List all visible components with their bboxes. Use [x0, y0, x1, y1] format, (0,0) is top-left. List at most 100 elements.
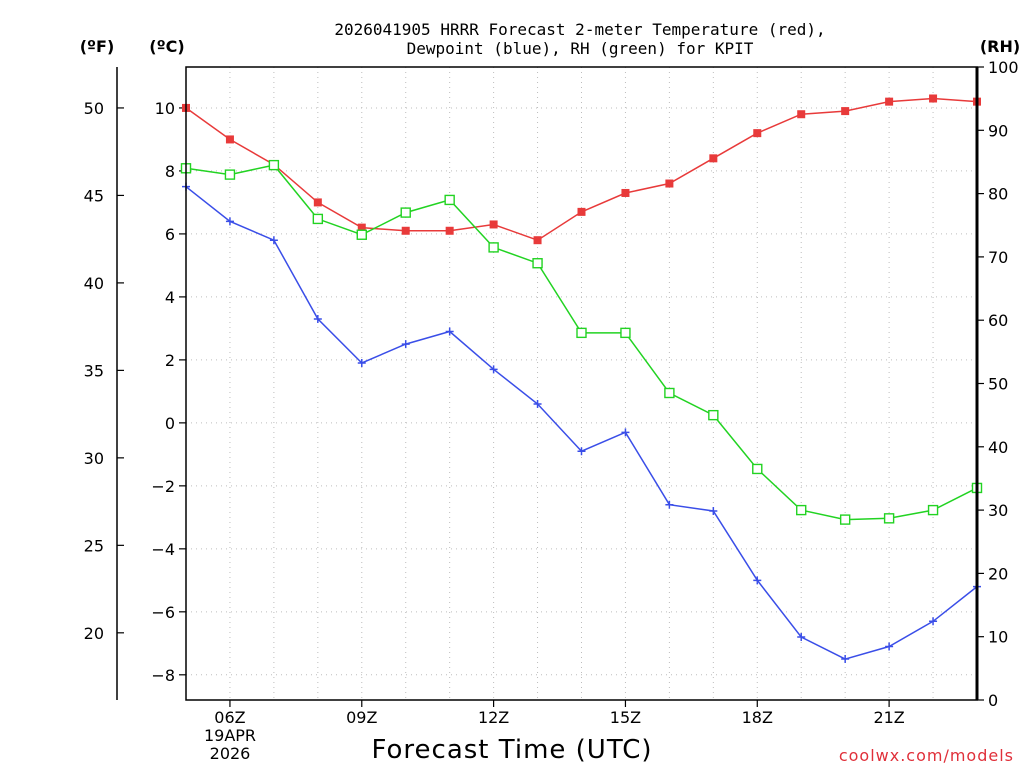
rh-point	[224, 169, 236, 180]
temperature-point	[401, 226, 410, 235]
fahrenheit-axis: 50 45 40 35 30 25 20	[84, 99, 124, 643]
rh-tick-label: 100	[988, 58, 1019, 77]
fahrenheit-tick-label: 45	[84, 186, 104, 205]
celsius-axis: 10 8 6 4 2 0 −2 −4 −6 −8	[151, 99, 186, 685]
chart-title-line1: 2026041905 HRRR Forecast 2-meter Tempera…	[334, 20, 825, 39]
rh-point	[444, 194, 455, 206]
fahrenheit-tick-label: 25	[84, 536, 104, 555]
rh-point	[620, 327, 631, 339]
temperature-point	[885, 97, 894, 106]
rh-point	[312, 213, 324, 225]
rh-point	[752, 463, 763, 475]
rh-point	[883, 513, 895, 524]
dewpoint-point	[929, 617, 938, 626]
temperature-point	[709, 154, 718, 163]
time-axis: 06Z 09Z 12Z 15Z 18Z 21Z	[214, 700, 905, 727]
rh-tick-label: 20	[988, 564, 1008, 583]
time-tick-label: 15Z	[610, 708, 641, 727]
celsius-tick-label: 2	[165, 351, 175, 370]
rh-point	[488, 242, 499, 253]
celsius-tick-label: −2	[151, 477, 175, 496]
celsius-tick-label: 8	[165, 162, 175, 181]
celsius-tick-label: −6	[151, 603, 175, 622]
fahrenheit-tick-label: 30	[84, 449, 104, 468]
dewpoint-point	[489, 365, 498, 374]
rh-tick-label: 0	[988, 691, 998, 710]
temperature-point	[621, 188, 630, 197]
dewpoint-point	[709, 507, 718, 516]
rh-tick-label: 90	[988, 121, 1008, 140]
time-tick-label: 18Z	[742, 708, 773, 727]
celsius-tick-label: 4	[165, 288, 175, 307]
dewpoint-point	[621, 428, 630, 437]
rh-tick-label: 70	[988, 248, 1008, 267]
dewpoint-point	[269, 236, 278, 245]
rh-point	[839, 514, 851, 525]
fahrenheit-unit-label: (ºF)	[80, 37, 115, 56]
dewpoint-point	[533, 399, 542, 408]
rh-tick-label: 40	[988, 438, 1008, 457]
dewpoint-point	[665, 500, 674, 509]
rh-point	[400, 207, 411, 218]
dewpoint-point	[577, 447, 586, 456]
chart-title-line2: Dewpoint (blue), RH (green) for KPIT	[407, 39, 754, 58]
temperature-point	[665, 179, 674, 188]
temperature-point	[929, 94, 938, 103]
x-axis-title: Forecast Time (UTC)	[371, 735, 652, 765]
dewpoint-point	[841, 655, 850, 664]
temperature-point	[357, 223, 366, 232]
celsius-tick-label: 0	[165, 414, 175, 433]
temperature-point	[225, 135, 234, 144]
dewpoint-point	[357, 359, 366, 368]
time-tick-label: 12Z	[478, 708, 509, 727]
temperature-point	[533, 236, 542, 245]
rh-point	[927, 504, 939, 516]
time-tick-label: 09Z	[346, 708, 377, 727]
dewpoint-point	[797, 633, 806, 642]
rh-point	[268, 159, 280, 171]
date-day-label: 19APR	[204, 726, 256, 745]
temperature-point	[313, 198, 322, 207]
rh-tick-label: 60	[988, 311, 1008, 330]
celsius-tick-label: 6	[165, 225, 175, 244]
celsius-unit-label: (ºC)	[149, 37, 184, 56]
rh-point	[796, 504, 807, 516]
time-tick-label: 21Z	[873, 708, 904, 727]
dewpoint-point	[313, 314, 322, 323]
celsius-tick-label: 10	[155, 99, 175, 118]
dewpoint-point	[225, 217, 234, 226]
date-year-label: 2026	[210, 744, 251, 763]
rh-tick-label: 50	[988, 375, 1008, 394]
fahrenheit-tick-label: 40	[84, 274, 104, 293]
grid	[185, 67, 978, 700]
temperature-point	[841, 107, 850, 116]
rh-point	[576, 327, 587, 339]
dewpoint-point	[753, 576, 762, 585]
rh-point	[356, 229, 367, 240]
rh-tick-label: 80	[988, 185, 1008, 204]
temperature-point	[489, 220, 498, 229]
celsius-tick-label: −8	[151, 666, 175, 685]
series-layer	[180, 94, 983, 664]
rh-point	[532, 258, 543, 269]
celsius-tick-label: −4	[151, 540, 175, 559]
fahrenheit-tick-label: 50	[84, 99, 104, 118]
time-tick-label: 06Z	[214, 708, 245, 727]
temperature-point	[577, 207, 586, 216]
fahrenheit-tick-label: 35	[84, 361, 104, 380]
dewpoint-point	[445, 327, 454, 336]
rh-point	[708, 409, 719, 421]
rh-tick-label: 10	[988, 628, 1008, 647]
temperature-point	[753, 129, 762, 138]
dewpoint-point	[885, 642, 894, 651]
temperature-point	[797, 110, 806, 119]
rh-point	[664, 387, 675, 399]
temperature-point	[445, 226, 454, 235]
dewpoint-point	[401, 340, 410, 349]
fahrenheit-tick-label: 20	[84, 624, 104, 643]
credit-text: coolwx.com/models	[839, 746, 1014, 765]
rh-unit-label: (RH)	[980, 37, 1020, 56]
rh-tick-label: 30	[988, 501, 1008, 520]
